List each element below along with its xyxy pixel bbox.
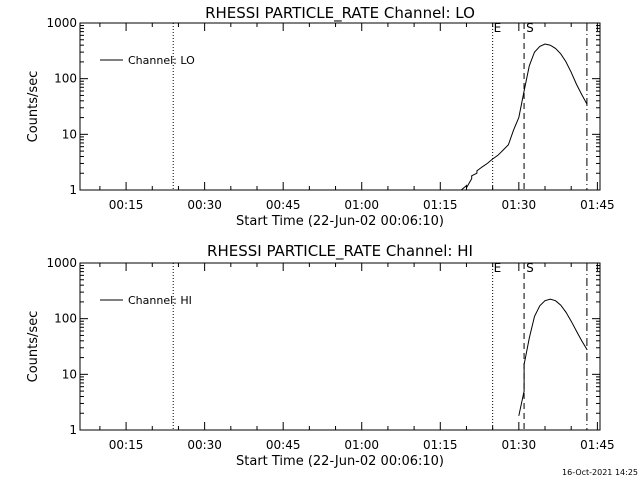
x-tick-label: 00:15 xyxy=(109,438,144,452)
y-tick-label: 100 xyxy=(54,312,77,326)
x-tick-label: 01:00 xyxy=(344,198,379,212)
x-tick-label: 00:30 xyxy=(187,198,222,212)
chart-title: RHESSI PARTICLE_RATE Channel: HI xyxy=(207,242,473,261)
y-tick-label: 1 xyxy=(69,423,77,437)
panel-hi: RHESSI PARTICLE_RATE Channel: HI 1 10 100 10… xyxy=(26,242,615,469)
y-tick-label: 10 xyxy=(62,367,77,381)
x-tick-label: 00:30 xyxy=(187,438,222,452)
x-axis-label: Start Time (22-Jun-02 00:06:10) xyxy=(236,454,444,469)
y-axis-label: Counts/sec xyxy=(26,311,41,383)
generation-timestamp: 16-Oct-2021 14:25 xyxy=(562,468,638,477)
y-tick-label: 1 xyxy=(69,183,77,197)
x-tick-label: 01:00 xyxy=(344,438,379,452)
legend-label: Channel: HI xyxy=(128,294,192,307)
x-tick-label: 00:15 xyxy=(109,198,144,212)
chart-title: RHESSI PARTICLE_RATE Channel: LO xyxy=(205,4,475,23)
x-tick-label: 01:30 xyxy=(502,438,537,452)
y-tick-label: 1000 xyxy=(46,256,77,270)
y-tick-label: 1000 xyxy=(46,16,77,30)
series-line xyxy=(518,298,588,416)
x-tick-label: 01:45 xyxy=(580,198,615,212)
y-tick-label: 100 xyxy=(54,72,77,86)
y-axis-label: Counts/sec xyxy=(26,71,41,143)
x-tick-label: 01:30 xyxy=(502,198,537,212)
y-tick-label: 10 xyxy=(62,127,77,141)
plot-frame xyxy=(79,262,601,431)
marker-label: S xyxy=(526,21,534,35)
x-tick-label: 01:15 xyxy=(423,198,458,212)
marker-label: E xyxy=(494,261,502,275)
x-tick-label: 01:15 xyxy=(423,438,458,452)
series-line xyxy=(455,43,588,190)
panel-lo: RHESSI PARTICLE_RATE Channel: LO 1 10 100 10… xyxy=(26,4,615,229)
marker-label: E xyxy=(494,21,502,35)
x-axis-label: Start Time (22-Jun-02 00:06:10) xyxy=(236,214,444,229)
legend-label: Channel: LO xyxy=(128,54,195,67)
plot-frame xyxy=(79,22,601,191)
x-tick-label: 00:45 xyxy=(266,198,301,212)
x-tick-label: 00:45 xyxy=(266,438,301,452)
x-tick-label: 01:45 xyxy=(580,438,615,452)
marker-label: S xyxy=(526,261,534,275)
